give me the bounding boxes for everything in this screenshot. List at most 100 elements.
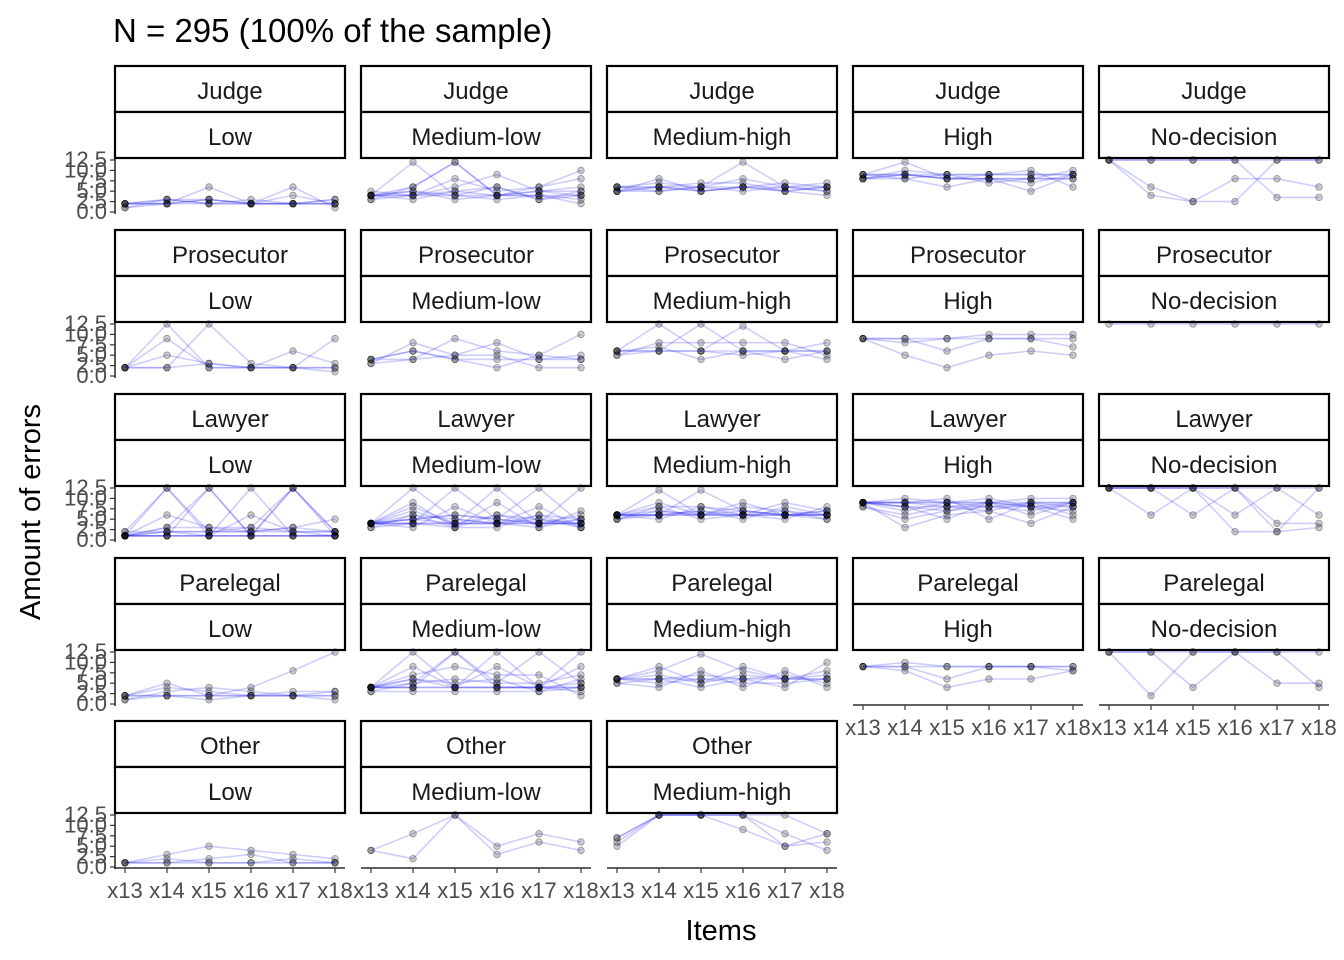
strip-col-label: No-decision [1151,452,1278,479]
strip-col-medium-high [605,274,839,324]
data-point [163,679,171,687]
x-tick-label: x16 [725,878,760,903]
data-point [1027,170,1035,179]
data-point [409,648,417,656]
panel-prosecutor-no-decision: Prosecutor No-decision [1097,228,1331,328]
strip-col-no-decision [1097,274,1331,324]
data-point [1189,320,1197,328]
data-point [985,503,993,511]
data-point [901,662,909,671]
data-point [289,199,297,208]
strip-row-label: Parelegal [425,570,526,597]
data-point [823,838,831,846]
series-line [124,845,336,864]
data-point [1231,528,1239,536]
data-point [985,675,993,683]
data-point [823,683,831,692]
data-point [205,195,213,204]
data-point [493,183,501,191]
data-point [367,683,375,692]
series-line [616,346,828,361]
data-point [289,199,297,208]
data-point [163,692,171,700]
data-point [697,811,705,819]
data-point [535,191,543,200]
data-point [535,671,543,679]
strip-col-label: Medium-high [653,616,792,643]
data-point [121,532,129,540]
data-point [781,347,789,355]
data-point [367,519,375,528]
data-point [121,532,129,540]
data-point [535,183,543,191]
data-point [655,511,663,519]
series-line [371,518,582,529]
data-point [331,364,339,372]
data-point [1027,347,1035,355]
data-point [1027,498,1035,507]
strip-col-label: High [943,616,992,643]
y-tick-label: 7.5 [76,496,107,521]
panel-parelegal-medium-low: Parelegal Medium-low [359,556,593,700]
data-point [1105,484,1113,492]
data-point [289,364,297,372]
data-point [331,528,339,536]
data-point [331,334,339,343]
data-point [1069,170,1077,179]
data-point [535,511,543,519]
data-point [409,347,417,355]
data-point [985,174,993,183]
data-point [577,195,585,204]
data-point [493,519,501,528]
data-point [859,498,867,507]
data-point [121,199,129,208]
data-point [535,830,543,838]
series-line [371,341,581,361]
data-point [943,170,951,179]
data-point [493,183,501,191]
strip-col-medium-high [605,602,839,652]
x-tick-label: x18 [1055,715,1090,740]
data-point [493,519,501,528]
data-point [493,679,501,687]
data-point [781,179,789,187]
data-point [493,523,501,532]
data-point [781,183,789,191]
data-point [823,511,831,519]
data-point [1027,174,1035,183]
data-point [409,498,417,507]
data-point [1315,683,1323,692]
series-line [370,813,582,860]
data-point [943,498,951,507]
data-point [1273,156,1281,164]
data-point [781,187,789,195]
data-point [247,859,255,867]
data-point [781,511,789,519]
data-point [859,662,867,671]
data-point [331,195,339,204]
data-point [493,351,501,359]
data-point [1069,494,1077,503]
data-point [985,170,993,179]
data-point [367,683,375,692]
x-tick-label: x17 [1013,715,1048,740]
data-point [613,511,621,519]
data-point [739,183,747,191]
data-point [859,334,867,343]
data-point [823,511,831,519]
data-point [1231,648,1239,656]
data-point [781,511,789,519]
data-point [121,199,129,208]
data-point [1273,528,1281,536]
x-tick-label: x15 [437,878,472,903]
data-point [289,523,297,532]
data-point [613,842,621,850]
panel-prosecutor-medium-low: Prosecutor Medium-low [359,228,593,372]
y-tick-label: 0.0 [76,527,107,552]
data-point [613,183,621,191]
data-point [205,692,213,700]
series-line [616,505,828,520]
strip-row-label: Lawyer [929,406,1006,433]
data-point [493,683,501,692]
